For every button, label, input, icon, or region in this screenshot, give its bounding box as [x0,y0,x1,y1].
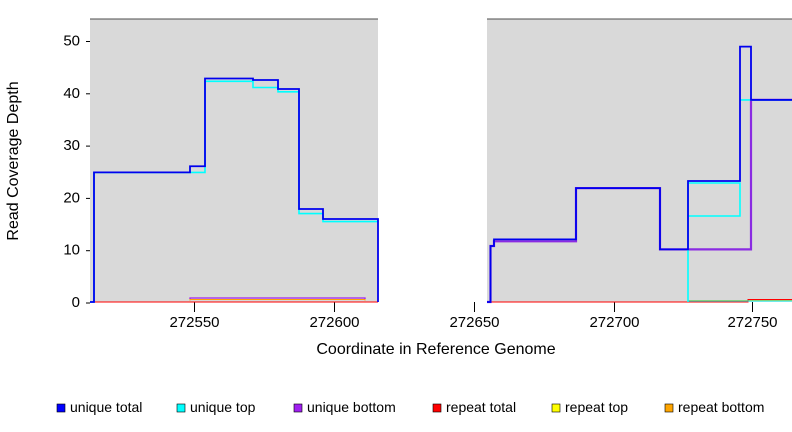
svg-text:40: 40 [63,85,80,102]
svg-text:unique bottom: unique bottom [307,399,396,415]
svg-text:10: 10 [63,242,80,259]
svg-text:50: 50 [63,33,80,50]
svg-text:repeat total: repeat total [446,399,516,415]
svg-text:272600: 272600 [309,314,359,331]
svg-text:Coordinate in Reference Genome: Coordinate in Reference Genome [316,341,555,358]
svg-text:272700: 272700 [589,314,639,331]
svg-text:repeat top: repeat top [565,399,628,415]
svg-text:272750: 272750 [727,314,777,331]
svg-text:Read Coverage Depth: Read Coverage Depth [5,81,22,240]
svg-text:unique top: unique top [190,399,256,415]
svg-text:repeat bottom: repeat bottom [678,399,764,415]
svg-text:20: 20 [63,189,80,206]
svg-text:272650: 272650 [449,314,499,331]
svg-text:unique total: unique total [70,399,142,415]
svg-text:272550: 272550 [169,314,219,331]
svg-text:30: 30 [63,137,80,154]
svg-text:0: 0 [72,294,80,311]
